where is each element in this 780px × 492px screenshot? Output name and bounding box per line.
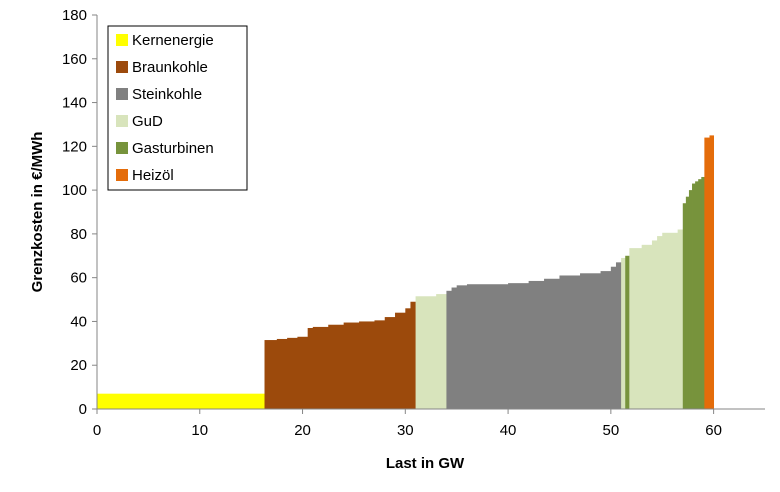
bar-heizöl-8-1 [709, 135, 715, 409]
x-tick-label: 50 [603, 422, 620, 439]
legend-box [107, 25, 248, 191]
bar-steinkohle-3-8 [580, 273, 601, 409]
bar-gud-6-0 [629, 248, 643, 409]
y-axis-label: Grenzkosten in €/MWh [29, 132, 46, 293]
legend-swatch-braunkohle [116, 61, 128, 73]
legend-label-steinkohle: Steinkohle [132, 86, 202, 103]
bar-steinkohle-3-10 [610, 266, 617, 409]
bar-steinkohle-3-7 [559, 275, 581, 409]
y-tick-label: 120 [62, 138, 87, 155]
bar-steinkohle-3-4 [508, 283, 530, 409]
axes-group: 0 20 40 60 80 100 120 140 160 180 0 10 20 30 40 50 60 [62, 7, 765, 439]
x-tick-label: 40 [500, 422, 517, 439]
bar-gud-6-2 [651, 240, 658, 409]
legend-swatch-gud [116, 115, 128, 127]
bar-kernenergie-0-0 [97, 393, 265, 409]
bar-braunkohle-1-5 [312, 326, 329, 409]
bar-gud-2-1 [436, 294, 447, 409]
y-tick-label: 180 [62, 7, 87, 24]
legend-label-braunkohle: Braunkohle [132, 59, 208, 76]
y-tick-label: 80 [70, 226, 87, 243]
bar-steinkohle-3-6 [544, 278, 560, 409]
bar-gasturbinen-7-5 [698, 179, 702, 409]
bar-braunkohle-1-12 [405, 308, 411, 409]
bar-braunkohle-1-13 [410, 301, 416, 409]
bar-braunkohle-1-1 [276, 338, 288, 409]
bar-braunkohle-1-10 [384, 317, 396, 409]
x-tick-label: 10 [191, 422, 208, 439]
legend-swatch-steinkohle [116, 88, 128, 100]
bar-gud-6-1 [641, 244, 653, 409]
y-tick-label: 20 [70, 357, 87, 374]
bar-steinkohle-3-2 [456, 285, 468, 409]
bar-gud-6-4 [662, 232, 679, 409]
bar-steinkohle-3-3 [466, 284, 509, 409]
bar-braunkohle-1-0 [264, 340, 278, 409]
bar-gasturbinen-7-6 [701, 176, 705, 409]
bar-steinkohle-3-5 [528, 280, 545, 409]
bar-steinkohle-3-0 [446, 290, 452, 409]
y-tick-label: 160 [62, 51, 87, 68]
legend-label-kernenergie: Kernenergie [132, 32, 214, 49]
y-tick-label: 40 [70, 313, 87, 330]
legend-swatch-kernenergie [116, 34, 128, 46]
bar-gasturbinen-7-0 [682, 203, 687, 409]
bar-braunkohle-1-7 [343, 322, 360, 409]
x-tick-label: 60 [705, 422, 722, 439]
legend-label-gasturbinen: Gasturbinen [132, 140, 214, 157]
bar-gud-2-0 [415, 296, 437, 409]
bar-gasturbinen-7-4 [695, 181, 699, 409]
bar-steinkohle-3-9 [600, 271, 612, 409]
bar-braunkohle-1-6 [328, 324, 345, 409]
bar-braunkohle-1-8 [359, 321, 375, 409]
legend-label-gud: GuD [132, 113, 163, 130]
x-tick-label: 20 [294, 422, 311, 439]
bar-gud-6-5 [677, 229, 684, 409]
y-tick-label: 60 [70, 270, 87, 287]
bars-group [97, 135, 715, 409]
legend: Kernenergie Braunkohle Steinkohle GuD Gastur… [107, 25, 248, 191]
bar-gud-6-3 [657, 236, 663, 409]
y-tick-label: 0 [79, 401, 87, 418]
x-tick-label: 0 [93, 422, 101, 439]
bar-steinkohle-3-1 [451, 287, 458, 409]
bar-gud-4-0 [621, 257, 626, 409]
bar-gasturbinen-5-0 [625, 255, 630, 409]
bar-braunkohle-1-4 [307, 328, 314, 409]
bar-braunkohle-1-3 [297, 336, 309, 409]
bar-gasturbinen-7-1 [685, 196, 690, 409]
x-axis-label: Last in GW [386, 455, 465, 472]
bar-braunkohle-1-9 [374, 320, 386, 409]
bar-braunkohle-1-11 [395, 312, 406, 409]
legend-label-heizöl: Heizöl [132, 167, 174, 184]
bar-heizöl-8-0 [704, 137, 710, 409]
bar-gasturbinen-7-2 [688, 190, 693, 409]
legend-swatch-heizöl [116, 169, 128, 181]
x-tick-label: 30 [397, 422, 414, 439]
bar-steinkohle-3-11 [615, 262, 622, 409]
bar-gasturbinen-7-3 [692, 183, 696, 409]
y-tick-label: 100 [62, 182, 87, 199]
y-tick-label: 140 [62, 95, 87, 112]
bar-braunkohle-1-2 [287, 337, 298, 409]
legend-swatch-gasturbinen [116, 142, 128, 154]
